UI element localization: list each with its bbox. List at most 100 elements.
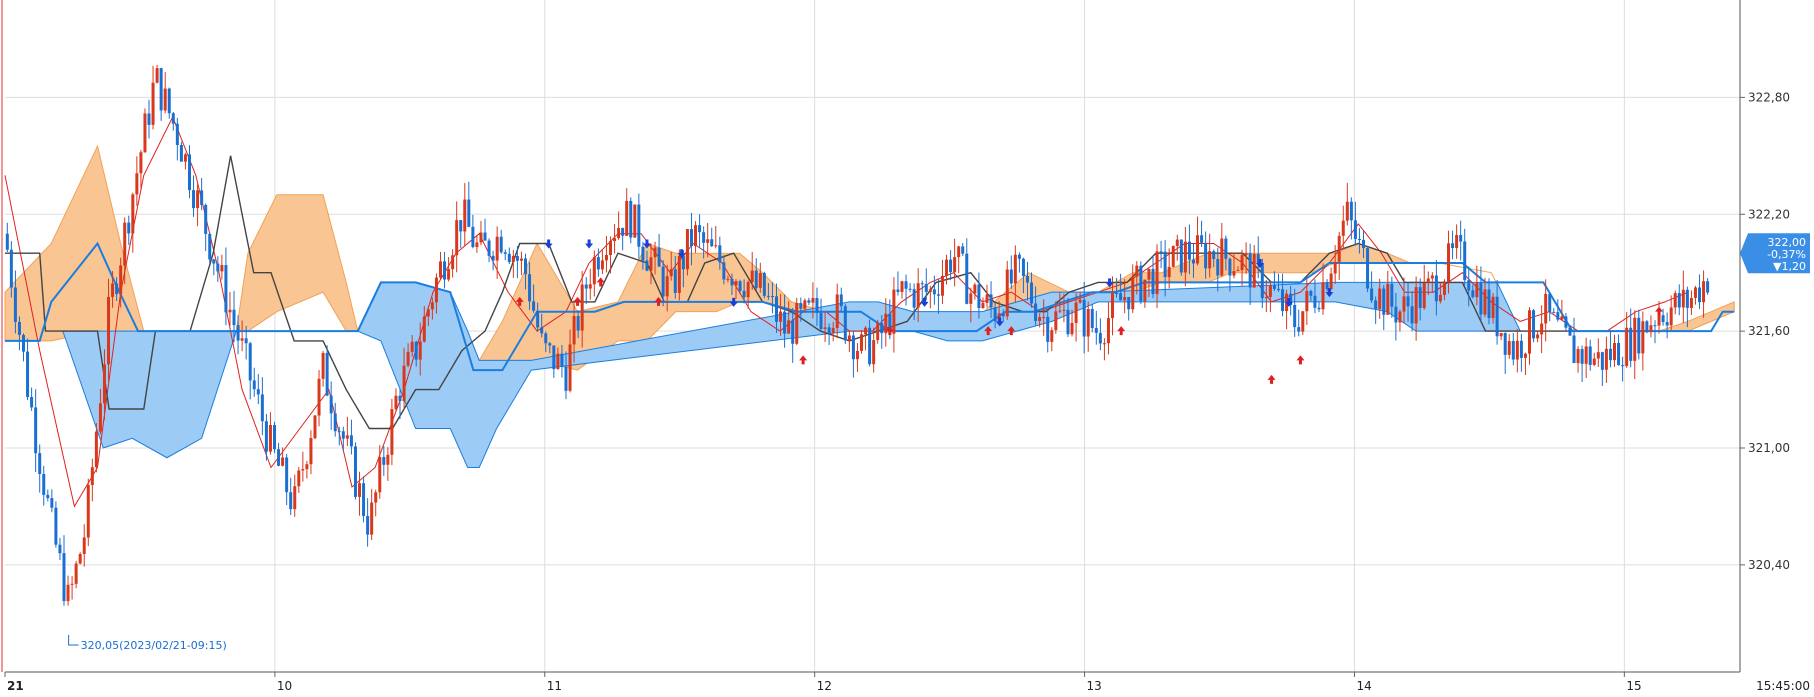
candle-body: [426, 309, 430, 317]
candle-body: [1507, 341, 1511, 355]
candle-body: [196, 190, 200, 209]
candle-body: [1021, 258, 1025, 276]
candle-body: [880, 323, 884, 334]
candle-body: [580, 284, 584, 331]
candle-body: [908, 288, 912, 290]
candle-body: [467, 199, 471, 227]
candle-body: [876, 323, 880, 341]
candle-body: [511, 255, 515, 263]
candle-body: [1236, 270, 1240, 272]
candle-body: [641, 246, 645, 261]
candle-body: [1706, 281, 1710, 293]
candle-body: [766, 295, 770, 297]
candle-body: [754, 270, 758, 288]
candle-body: [9, 249, 13, 288]
candle-body: [685, 229, 689, 270]
candle-body: [568, 344, 572, 391]
sell-signal-arrow: [585, 239, 594, 249]
candle-body: [1584, 346, 1588, 364]
candle-body: [1276, 288, 1280, 290]
candle-body: [637, 204, 641, 247]
candle-body: [240, 338, 244, 341]
candle-body: [220, 265, 224, 272]
candle-body: [1001, 313, 1005, 317]
candle-body: [50, 498, 54, 508]
candle-body: [228, 309, 232, 313]
candle-body: [46, 494, 50, 499]
candle-body: [175, 123, 179, 145]
candle-body: [1191, 259, 1195, 264]
candle-body: [1341, 220, 1345, 236]
candle-body: [325, 352, 329, 396]
candle-body: [609, 241, 613, 256]
candle-body: [1224, 238, 1228, 259]
candlesticks: [5, 64, 1710, 606]
candle-body: [1082, 299, 1086, 337]
last-price-change-pct: -0,37%: [1767, 248, 1806, 261]
candle-body: [762, 273, 766, 296]
candle-body: [179, 144, 183, 162]
candle-body: [1588, 346, 1592, 365]
candle-body: [1495, 296, 1499, 337]
candle-body: [718, 245, 722, 263]
candle-body: [1159, 251, 1163, 253]
candle-body: [827, 327, 831, 333]
candle-body: [1281, 289, 1285, 312]
candle-body: [70, 583, 74, 585]
candle-body: [1131, 276, 1135, 310]
candle-body: [507, 253, 511, 263]
candle-body: [860, 334, 864, 351]
candle-body: [499, 236, 503, 253]
candle-body: [1503, 332, 1507, 355]
indicator-lines: [4, 115, 1735, 508]
candle-body: [200, 190, 204, 205]
candle-body: [706, 239, 710, 243]
candle-body: [297, 470, 301, 487]
candle-body: [1698, 287, 1702, 303]
candle-body: [1025, 275, 1029, 283]
candle-body: [131, 194, 135, 234]
candle-body: [1536, 334, 1540, 339]
candle-body: [625, 200, 629, 236]
candle-body: [576, 316, 580, 331]
candle-body: [1390, 283, 1394, 307]
candle-body: [155, 68, 159, 83]
candle-body: [34, 407, 38, 454]
candle-body: [1187, 241, 1191, 260]
candle-body: [479, 232, 483, 243]
x-end-time-label: 15:45:00: [1756, 679, 1810, 693]
candle-body: [208, 233, 212, 260]
candle-body: [13, 287, 17, 322]
candle-body: [1681, 289, 1685, 308]
candle-body: [552, 345, 556, 370]
candle-body: [54, 507, 58, 545]
candle-body: [1378, 288, 1382, 309]
candle-body: [1402, 296, 1406, 312]
candle-body: [1038, 317, 1042, 321]
candle-body: [645, 260, 649, 271]
candle-body: [1475, 282, 1479, 298]
candle-body: [677, 256, 681, 293]
last-price-change: ▼1,20: [1773, 260, 1806, 273]
candle-body: [1200, 235, 1204, 243]
candle-body: [1422, 282, 1426, 309]
candle-body: [187, 154, 191, 191]
candle-body: [62, 553, 66, 602]
candle-body: [596, 257, 600, 270]
candle-body: [738, 281, 742, 291]
candle-body: [17, 321, 21, 335]
candle-body: [621, 227, 625, 236]
candle-body: [1232, 271, 1236, 276]
buy-signal-arrow: [984, 326, 993, 336]
candle-body: [1309, 290, 1313, 296]
candle-body: [1572, 335, 1576, 364]
candle-body: [1560, 316, 1564, 320]
candle-body: [1576, 349, 1580, 364]
candle-body: [248, 343, 252, 381]
candle-body: [657, 247, 661, 267]
candle-body: [961, 246, 965, 254]
candle-body: [770, 296, 774, 298]
candle-body: [1030, 282, 1034, 304]
x-tick-label: 11: [547, 679, 562, 693]
candle-body: [1264, 297, 1268, 299]
